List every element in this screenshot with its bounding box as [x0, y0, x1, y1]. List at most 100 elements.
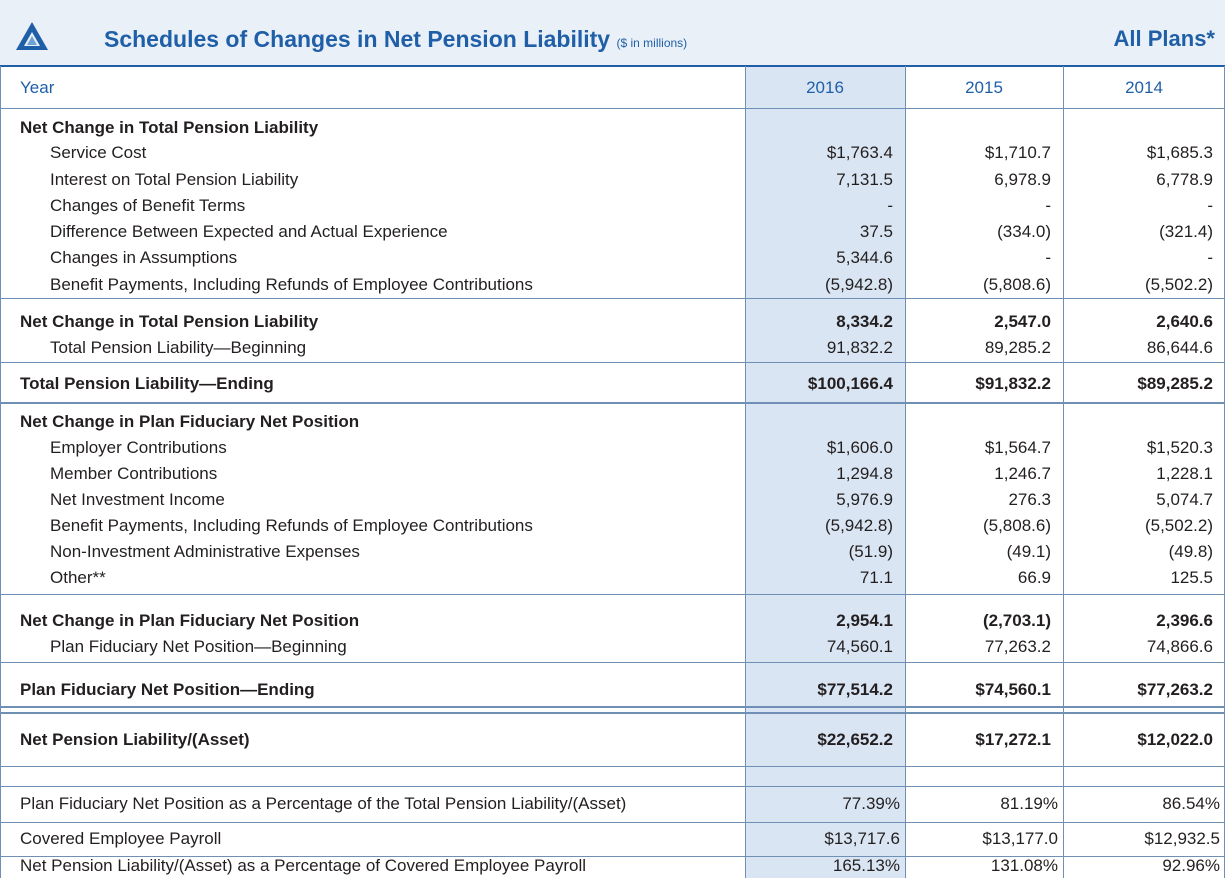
- row-label: Net Investment Income: [50, 490, 225, 509]
- row-value: 77,263.2: [984, 637, 1051, 656]
- row-value: $12,932.5: [1144, 829, 1220, 848]
- row-value: 71.1: [859, 568, 893, 587]
- row-label: Net Change in Total Pension Liability: [20, 118, 319, 137]
- row-value: 37.5: [859, 222, 893, 241]
- header-rule: [0, 65, 1225, 67]
- row-value: 81.19%: [1000, 794, 1058, 813]
- row-value: (51.9): [848, 542, 893, 561]
- row-value: $1,685.3: [1146, 143, 1213, 162]
- row-label: Total Pension Liability—Beginning: [50, 338, 307, 357]
- row-value: $1,763.4: [826, 143, 893, 162]
- row-rule: [0, 108, 1225, 109]
- subtitle: ($ in millions): [616, 36, 688, 50]
- row-value: $12,022.0: [1137, 730, 1213, 749]
- row-label: Other**: [50, 568, 106, 587]
- row-label: Member Contributions: [50, 464, 218, 483]
- row-value: $13,717.6: [824, 829, 900, 848]
- row-value: $74,560.1: [975, 680, 1051, 699]
- row-value: 5,976.9: [836, 490, 893, 509]
- row-value: $91,832.2: [975, 374, 1051, 393]
- row-value: 5,074.7: [1156, 490, 1213, 509]
- row-value: $17,272.1: [975, 730, 1051, 749]
- column-rule: [1063, 66, 1064, 878]
- row-value: $1,564.7: [984, 438, 1051, 457]
- row-value: (5,942.8): [824, 275, 893, 294]
- row-value: 2,954.1: [836, 611, 893, 630]
- column-rule: [0, 66, 1, 878]
- row-value: 6,778.9: [1156, 170, 1213, 189]
- row-label: Net Change in Plan Fiduciary Net Positio…: [20, 412, 360, 431]
- column-rule: [905, 66, 906, 878]
- row-value: 1,294.8: [836, 464, 893, 483]
- row-value: 2,547.0: [994, 312, 1051, 331]
- row-value: 74,866.6: [1146, 637, 1213, 656]
- column-rule: [745, 66, 746, 878]
- row-value: 2,640.6: [1156, 312, 1213, 331]
- row-rule: [0, 786, 1225, 787]
- row-value: 6,978.9: [994, 170, 1051, 189]
- row-value: $1,606.0: [826, 438, 893, 457]
- row-rule: [0, 712, 1225, 714]
- row-value: (321.4): [1159, 222, 1213, 241]
- row-value: 131.08%: [990, 856, 1058, 875]
- row-label: Covered Employee Payroll: [20, 829, 222, 848]
- column-header: Year: [20, 78, 55, 97]
- row-value: 74,560.1: [826, 637, 893, 656]
- row-rule: [0, 856, 1225, 857]
- row-value: 2,396.6: [1156, 611, 1213, 630]
- row-value: $22,652.2: [817, 730, 893, 749]
- row-value: $100,166.4: [807, 374, 893, 393]
- row-value: 165.13%: [832, 856, 900, 875]
- row-rule: [0, 298, 1225, 299]
- row-rule: [0, 402, 1225, 404]
- row-rule: [0, 594, 1225, 595]
- row-label: Changes in Assumptions: [50, 248, 238, 267]
- row-value: $1,710.7: [984, 143, 1051, 162]
- row-value: -: [1207, 248, 1213, 267]
- row-value: 1,246.7: [994, 464, 1051, 483]
- row-value: (5,808.6): [982, 275, 1051, 294]
- row-value: -: [887, 196, 893, 215]
- column-header: 2014: [1125, 78, 1163, 97]
- row-label: Net Change in Total Pension Liability: [20, 312, 319, 331]
- logo: [16, 22, 48, 50]
- row-label: Interest on Total Pension Liability: [50, 170, 299, 189]
- row-value: (5,502.2): [1144, 516, 1213, 535]
- row-value: $77,514.2: [817, 680, 893, 699]
- row-value: 86.54%: [1162, 794, 1220, 813]
- row-value: 91,832.2: [826, 338, 893, 357]
- row-rule: [0, 362, 1225, 363]
- column-header: 2016: [806, 78, 844, 97]
- row-rule: [0, 706, 1225, 708]
- row-value: -: [1045, 196, 1051, 215]
- plans-label: All Plans*: [1113, 26, 1215, 51]
- row-value: $89,285.2: [1137, 374, 1213, 393]
- row-value: -: [1207, 196, 1213, 215]
- row-label: Service Cost: [50, 143, 147, 162]
- title: Schedules of Changes in Net Pension Liab…: [104, 26, 611, 52]
- row-value: (49.1): [1006, 542, 1051, 561]
- row-label: Plan Fiduciary Net Position—Beginning: [50, 637, 347, 656]
- row-value: -: [1045, 248, 1051, 267]
- row-label: Difference Between Expected and Actual E…: [50, 222, 448, 241]
- row-value: $77,263.2: [1137, 680, 1213, 699]
- row-label: Total Pension Liability—Ending: [20, 374, 274, 393]
- row-value: 276.3: [1008, 490, 1051, 509]
- highlight-column: [745, 66, 905, 878]
- row-value: 5,344.6: [836, 248, 893, 267]
- row-value: 1,228.1: [1156, 464, 1213, 483]
- header-band: [0, 0, 1225, 66]
- row-value: (5,502.2): [1144, 275, 1213, 294]
- row-value: 77.39%: [842, 794, 900, 813]
- row-value: (5,808.6): [982, 516, 1051, 535]
- row-value: (49.8): [1168, 542, 1213, 561]
- row-value: 89,285.2: [984, 338, 1051, 357]
- title-wrap: Schedules of Changes in Net Pension Liab…: [104, 26, 687, 53]
- row-value: 92.96%: [1162, 856, 1220, 875]
- row-value: 7,131.5: [836, 170, 893, 189]
- row-value: 125.5: [1170, 568, 1213, 587]
- row-label: Non-Investment Administrative Expenses: [50, 542, 360, 561]
- row-value: $1,520.3: [1146, 438, 1213, 457]
- row-value: (334.0): [997, 222, 1051, 241]
